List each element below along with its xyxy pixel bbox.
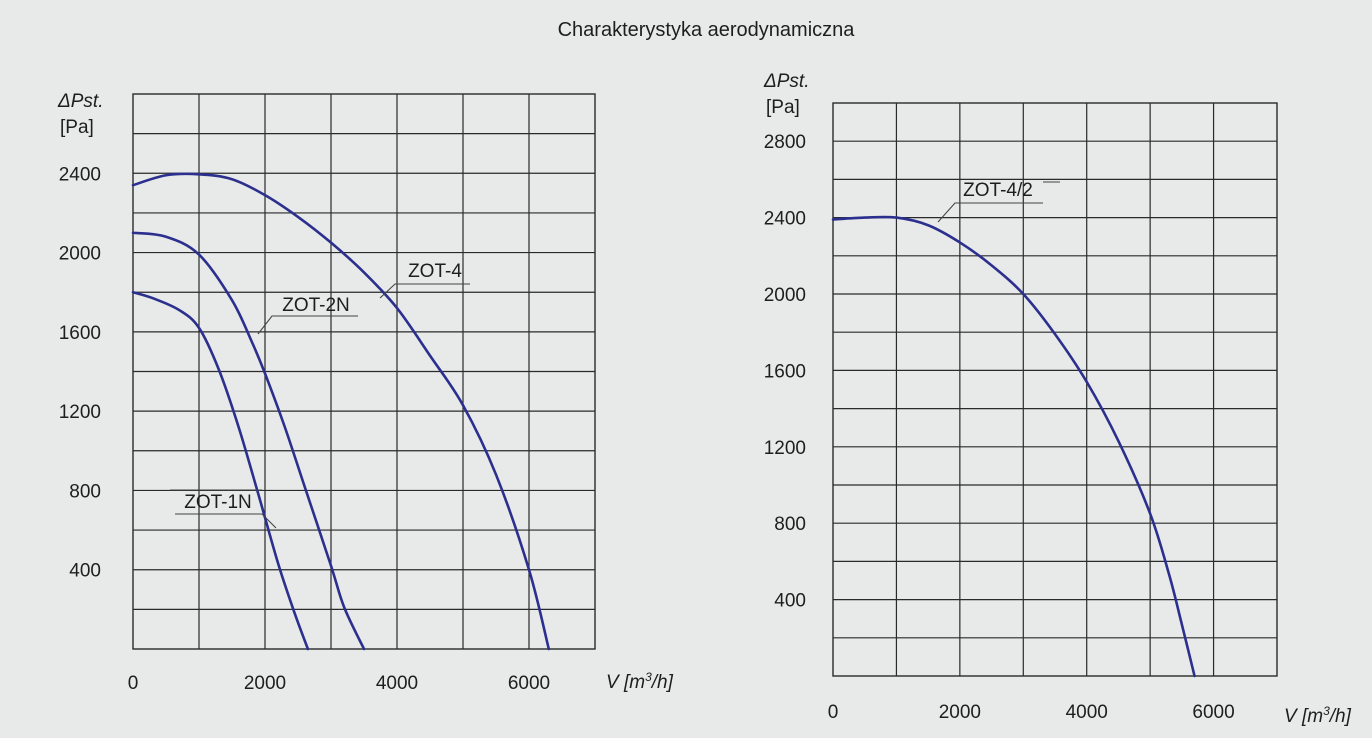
plot-frame (832, 102, 1278, 677)
y-tick-label: 800 (69, 481, 101, 502)
x-tick-label: 4000 (376, 673, 418, 694)
y-tick-label: 2800 (764, 132, 806, 153)
chart-right: 0 2000 4000 6000 400 800 1200 1600 2000 2400 2800… (763, 71, 1352, 727)
x-tick-label: 6000 (1192, 702, 1234, 723)
y-tick-label: 2000 (59, 244, 101, 265)
y-tick-label: 800 (774, 514, 806, 535)
figure-title: Charakterystyka aerodynamiczna (558, 19, 856, 41)
leaders-right (937, 181, 1060, 223)
series-label-leader (379, 283, 470, 299)
y-tick-label: 1600 (59, 323, 101, 344)
curve-zot-4-2 (831, 215, 1196, 678)
y-tick-label: 1600 (764, 361, 806, 382)
grid-right (833, 103, 1277, 676)
x-ticks-right: 0 2000 4000 6000 (828, 702, 1235, 723)
series-label-zot-2n: ZOT-2N (282, 295, 350, 316)
y-axis-symbol-right: ΔPst. (763, 71, 809, 92)
x-axis-label-left: V [m3/h] (606, 670, 674, 693)
curve-zot-1n (131, 290, 310, 651)
grid-left (133, 94, 595, 649)
x-tick-label: 0 (828, 702, 839, 723)
y-ticks-right: 400 800 1200 1600 2000 2400 2800 (764, 132, 806, 611)
y-tick-label: 400 (774, 591, 806, 612)
y-tick-label: 1200 (764, 438, 806, 459)
leaders-left (170, 283, 470, 529)
curves-left (131, 172, 551, 651)
frame-right (832, 102, 1278, 677)
series-label-leader (175, 513, 277, 529)
y-axis-unit-right: [Pa] (766, 97, 800, 118)
x-axis-label-right: V [m3/h] (1284, 704, 1352, 727)
curve-zot-2n (131, 231, 366, 651)
y-ticks-left: 400 800 1200 1600 2000 2400 (59, 164, 101, 581)
curves-right (831, 215, 1196, 678)
series-label-zot-4-2: ZOT-4/2 (963, 180, 1033, 201)
y-tick-label: 2400 (764, 209, 806, 230)
series-label-zot-1n: ZOT-1N (184, 492, 252, 513)
y-axis-symbol-left: ΔPst. (57, 91, 103, 112)
series-label-zot-4: ZOT-4 (408, 261, 462, 282)
y-tick-label: 1200 (59, 402, 101, 423)
x-ticks-left: 0 2000 4000 6000 (128, 673, 550, 694)
x-tick-label: 2000 (244, 673, 286, 694)
x-tick-label: 4000 (1066, 702, 1108, 723)
x-tick-label: 2000 (939, 702, 981, 723)
series-label-leader (257, 315, 358, 335)
y-tick-label: 2000 (764, 285, 806, 306)
x-tick-label: 6000 (508, 673, 550, 694)
chart-left: 0 2000 4000 6000 400 800 1200 1600 2000 2400 ΔPs… (57, 91, 674, 694)
series-label-leader (937, 202, 1043, 223)
curve-zot-4 (131, 172, 551, 651)
y-axis-unit-left: [Pa] (60, 117, 94, 138)
y-tick-label: 400 (69, 561, 101, 582)
y-tick-label: 2400 (59, 164, 101, 185)
x-tick-label: 0 (128, 673, 139, 694)
